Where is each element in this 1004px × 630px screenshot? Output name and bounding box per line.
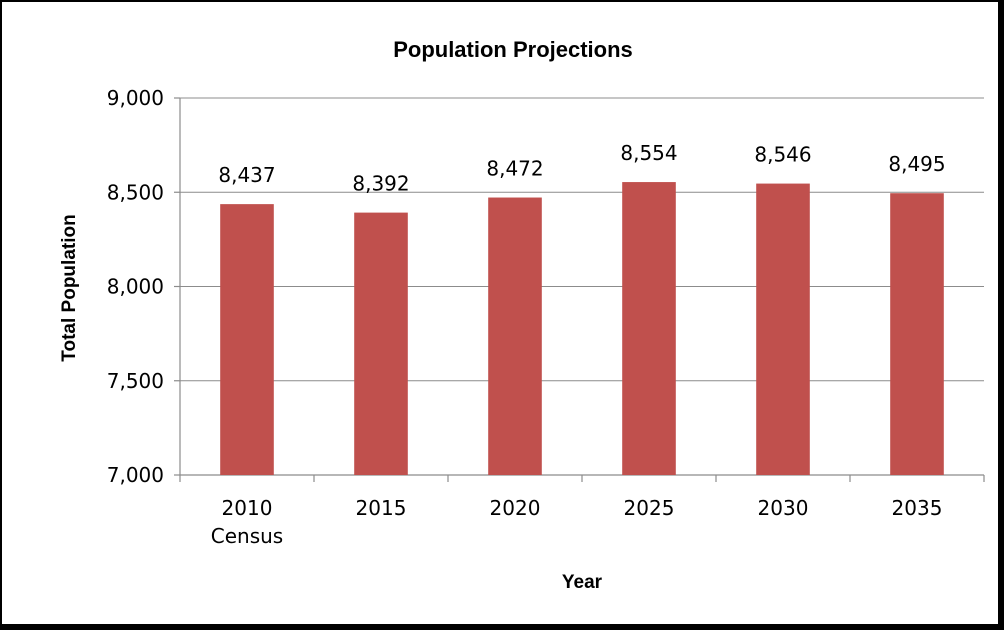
x-tick-label: Census	[211, 524, 283, 548]
data-label: 8,437	[218, 163, 275, 187]
bar	[622, 182, 676, 476]
x-tick-label: 2035	[892, 496, 943, 520]
x-tick-label: 2025	[624, 496, 675, 520]
data-label: 8,472	[486, 157, 543, 181]
x-axis-title: Year	[562, 572, 603, 593]
x-tick-label: 2015	[356, 496, 407, 520]
data-label: 8,546	[754, 143, 811, 167]
x-tick-label: 2010	[222, 496, 273, 520]
x-tick-label: 2020	[490, 496, 541, 520]
y-tick-label: 8,500	[107, 180, 164, 204]
bar	[220, 204, 274, 476]
y-tick-label: 7,000	[107, 463, 164, 487]
chart-title: Population Projections	[393, 37, 633, 62]
data-label: 8,392	[352, 172, 409, 196]
plot-area: 7,000 7,500 8,000 8,500 9,000 8,437 2010 Census…	[107, 86, 985, 548]
bar	[354, 212, 408, 475]
y-tick-label: 9,000	[107, 86, 164, 110]
bar	[756, 183, 810, 476]
bar	[890, 193, 944, 475]
y-axis-title: Total Population	[59, 214, 80, 361]
y-tick-label: 7,500	[107, 369, 164, 393]
bar	[488, 197, 542, 475]
data-label: 8,495	[888, 152, 945, 176]
x-tick-label: 2030	[758, 496, 809, 520]
y-tick-label: 8,000	[107, 275, 164, 299]
data-label: 8,554	[620, 141, 677, 165]
